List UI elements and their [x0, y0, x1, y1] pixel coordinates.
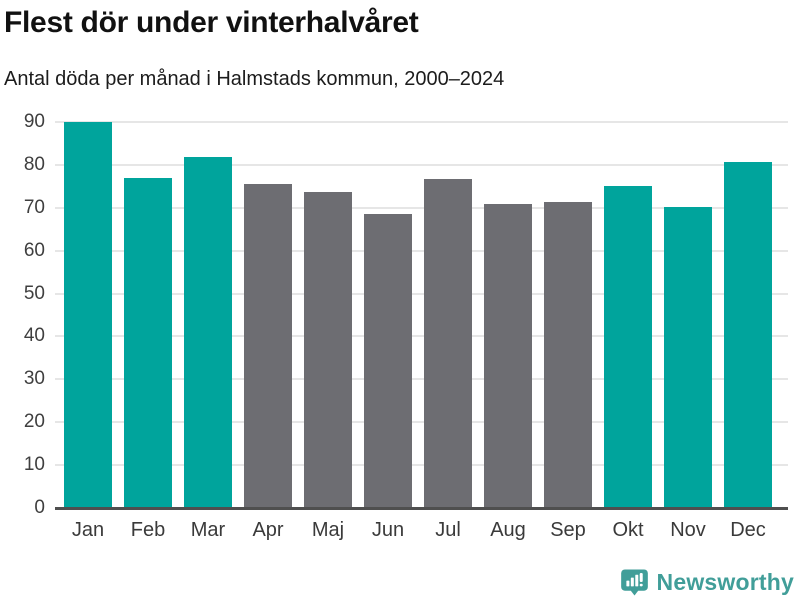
bar-maj — [304, 191, 352, 508]
gridline-30 — [55, 378, 788, 381]
x-tick-label-aug: Aug — [490, 519, 526, 541]
x-tick-label-jun: Jun — [371, 519, 405, 541]
y-tick-label-40: 40 — [23, 325, 45, 347]
bar-jan — [64, 122, 112, 508]
newsworthy-logo-text: Newsworthy — [656, 568, 794, 595]
gridline-20 — [55, 421, 788, 424]
y-tick-label-60: 60 — [23, 239, 45, 261]
y-tick-label-30: 30 — [23, 368, 45, 390]
x-tick-label-nov: Nov — [670, 519, 706, 541]
x-tick-label-mar: Mar — [190, 519, 226, 541]
bar-slot-mar — [178, 122, 238, 508]
gridline-60 — [55, 249, 788, 252]
bar-mar — [184, 157, 232, 508]
bar-okt — [604, 185, 652, 508]
gridline-50 — [55, 292, 788, 295]
bar-slot-aug — [478, 122, 538, 508]
x-tick-label-dec: Dec — [730, 519, 766, 541]
bar-slot-okt — [598, 122, 658, 508]
bar-slot-sep — [538, 122, 598, 508]
x-tick-label-jan: Jan — [71, 519, 105, 541]
gridline-70 — [55, 206, 788, 209]
bar-aug — [484, 203, 532, 508]
bar-slot-feb — [118, 122, 178, 508]
y-tick-label-10: 10 — [23, 454, 45, 476]
bar-jul — [424, 179, 472, 508]
bar-slot-dec — [718, 122, 778, 508]
newsworthy-logo-icon — [620, 568, 649, 597]
x-tick-label-feb: Feb — [130, 519, 166, 541]
bar-dec — [724, 161, 772, 508]
x-tick-label-maj: Maj — [311, 519, 345, 541]
gridline-40 — [55, 335, 788, 338]
x-tick-label-sep: Sep — [550, 519, 586, 541]
bar-apr — [244, 184, 292, 508]
bar-slot-jan — [58, 122, 118, 508]
x-axis-line — [55, 507, 788, 510]
y-tick-label-90: 90 — [23, 111, 45, 132]
x-tick-label-jul: Jul — [435, 519, 461, 541]
bar-jun — [364, 213, 412, 508]
bar-slot-maj — [298, 122, 358, 508]
bar-slot-nov — [658, 122, 718, 508]
y-tick-label-80: 80 — [23, 153, 45, 175]
newsworthy-logo[interactable]: Newsworthy — [620, 567, 794, 597]
y-axis-labels: 0 10 20 30 40 50 60 70 80 90 — [0, 111, 45, 518]
page-title: Flest dör under vinterhalvåret — [4, 6, 419, 39]
y-tick-label-50: 50 — [23, 282, 45, 304]
y-tick-label-0: 0 — [34, 497, 45, 518]
bar-slot-jun — [358, 122, 418, 508]
bar-nov — [664, 207, 712, 508]
gridline-10 — [55, 464, 788, 467]
x-tick-label-okt: Okt — [612, 519, 644, 541]
gridline-90 — [55, 121, 788, 123]
x-axis-labels: Jan Feb Mar Apr Maj Jun Jul Aug Sep Okt Nov Dec — [58, 519, 778, 542]
bar-feb — [124, 177, 172, 508]
bar-slot-apr — [238, 122, 298, 508]
x-tick-label-apr: Apr — [252, 519, 284, 541]
y-tick-label-20: 20 — [23, 411, 45, 433]
bar-series — [58, 122, 778, 508]
plot-area — [55, 121, 788, 508]
gridline-80 — [55, 163, 788, 166]
bar-sep — [544, 202, 592, 508]
chart-subtitle: Antal döda per månad i Halmstads kommun,… — [4, 68, 505, 90]
bar-slot-jul — [418, 122, 478, 508]
y-tick-label-70: 70 — [23, 196, 45, 218]
